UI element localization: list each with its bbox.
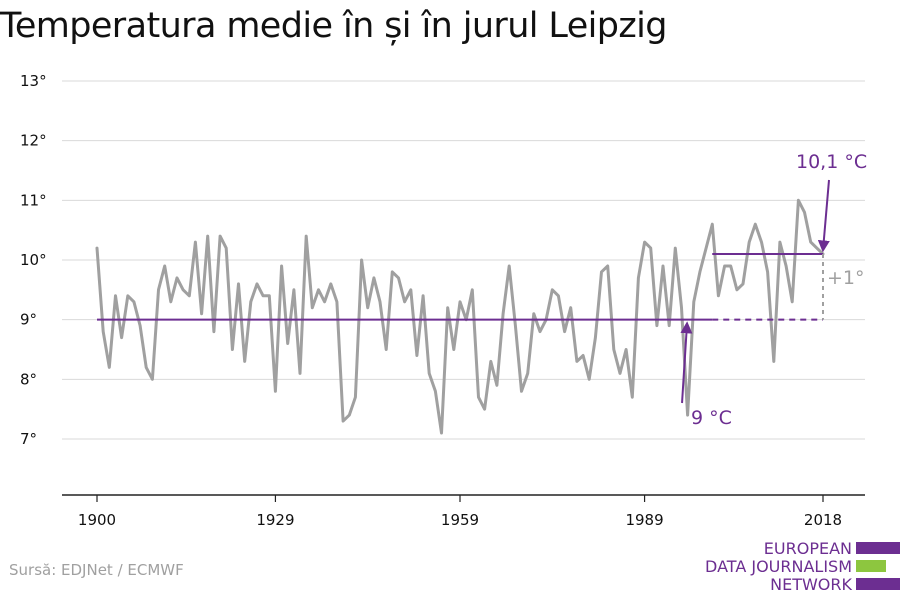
source-note: Sursă: EDJNet / ECMWF [9,561,184,579]
logo-bar-purple-bottom [856,578,900,590]
y-tick-label: 12° [20,132,47,150]
x-tick-label: 1900 [78,511,116,529]
y-tick-label: 7° [20,430,37,448]
x-tick-label: 1989 [625,511,663,529]
x-tick-label: 1959 [441,511,479,529]
data-layer [95,198,825,435]
y-tick-label: 11° [20,191,47,209]
difference-label: +1° [827,267,865,289]
y-tick-label: 10° [20,251,47,269]
temperature-series-line [95,198,825,435]
logo-bar-green [856,560,886,572]
logo-bar-purple-top [856,542,900,554]
x-tick-label: 1929 [256,511,294,529]
logo-line-2: DATA JOURNALISM [705,557,852,576]
x-tick-label: 2018 [804,511,842,529]
recent-average-arrow [817,179,830,253]
y-tick-label: 9° [20,311,37,329]
axis-layer: 7° 8° 9° 10° 11° 12° 13° 1900 1929 1959 1989 2018 [20,72,865,529]
baseline-arrow [680,321,693,404]
page-title: Temperatura medie în și în jurul Leipzig [0,6,668,46]
edjnet-logo[interactable]: EUROPEAN DATA JOURNALISM NETWORK [705,539,900,595]
grid-layer [62,80,865,440]
logo-line-3: NETWORK [770,575,852,594]
logo-line-1: EUROPEAN [763,539,852,558]
y-tick-label: 8° [20,370,37,388]
recent-average-label: 10,1 °C [796,151,867,173]
baseline-label: 9 °C [691,407,732,429]
y-tick-label: 13° [20,72,47,90]
annotation-layer: +1° 9 °C 10,1 °C [97,151,867,429]
